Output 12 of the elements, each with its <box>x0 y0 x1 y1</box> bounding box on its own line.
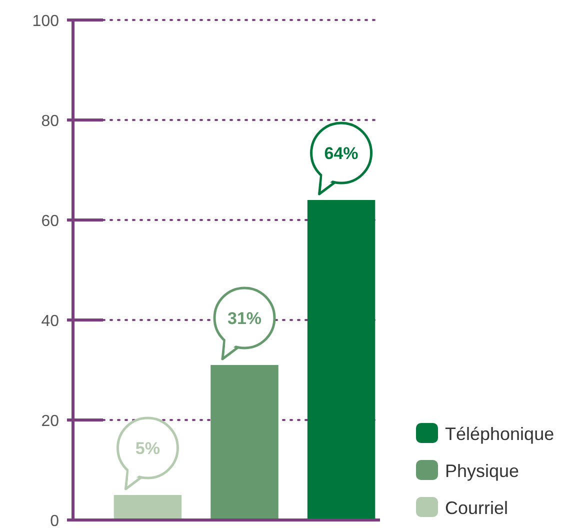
y-tick-label: 20 <box>41 413 60 430</box>
y-tick-label: 40 <box>41 313 60 330</box>
data-label: 64% <box>324 144 358 163</box>
data-label: 5% <box>135 439 160 458</box>
y-tick-label: 60 <box>41 213 60 230</box>
legend-label: Physique <box>445 461 520 481</box>
legend-label: Courriel <box>445 498 508 518</box>
legend-label: Téléphonique <box>445 424 554 444</box>
data-label: 31% <box>227 309 262 328</box>
y-tick-label: 80 <box>41 113 60 130</box>
y-tick-label: 100 <box>32 13 60 30</box>
y-tick-label: 0 <box>50 513 60 528</box>
